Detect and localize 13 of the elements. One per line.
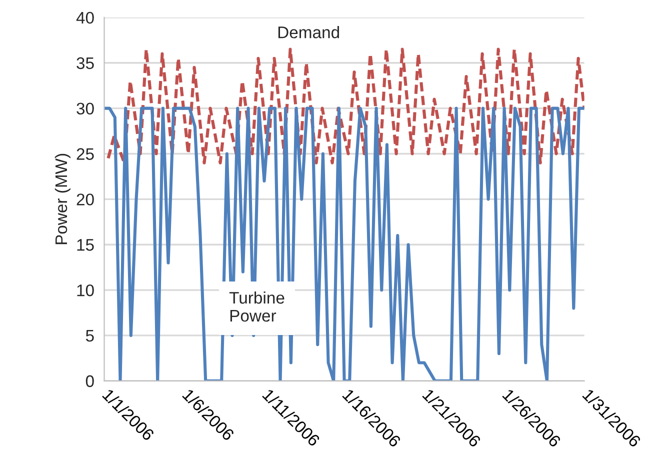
y-tick-label: 30 bbox=[76, 102, 94, 115]
y-tick-label: 40 bbox=[76, 12, 94, 24]
y-axis-title: Power (MW) bbox=[54, 154, 70, 244]
y-tick-label: 25 bbox=[76, 148, 94, 160]
y-tick-label: 20 bbox=[76, 194, 94, 206]
series-label: Demand bbox=[278, 26, 339, 38]
series-label: Turbine Power bbox=[229, 291, 284, 322]
line-series bbox=[106, 48, 584, 164]
y-tick-label: 5 bbox=[86, 330, 94, 342]
y-tick-label: 10 bbox=[77, 284, 94, 296]
y-tick-label: 0 bbox=[86, 375, 94, 388]
y-tick-label: 35 bbox=[76, 57, 94, 70]
y-tick-label: 15 bbox=[77, 239, 94, 251]
